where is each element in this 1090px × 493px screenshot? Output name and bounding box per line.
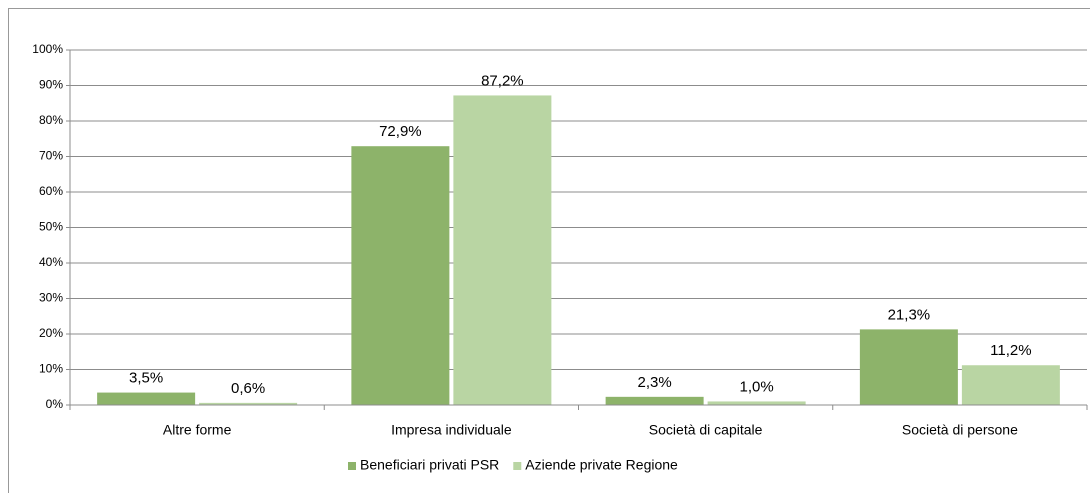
bar xyxy=(351,146,450,405)
bar xyxy=(859,329,958,405)
bar xyxy=(199,402,298,405)
y-tick-label: 20% xyxy=(39,326,63,340)
y-tick-label: 10% xyxy=(39,362,63,376)
legend-label: Beneficiari privati PSR xyxy=(360,457,499,473)
legend-swatch xyxy=(513,462,522,470)
bar xyxy=(605,396,704,405)
bar xyxy=(97,392,196,405)
bar xyxy=(961,365,1060,405)
value-label: 3,5% xyxy=(129,370,163,387)
value-label: 87,2% xyxy=(481,72,524,89)
value-label: 2,3% xyxy=(638,374,672,391)
value-label: 11,2% xyxy=(990,342,1031,359)
legend-label: Aziende private Regione xyxy=(525,457,678,473)
x-tick-label: Impresa individuale xyxy=(391,422,512,438)
y-tick-label: 40% xyxy=(39,255,63,269)
y-tick-label: 100% xyxy=(32,42,63,56)
value-label: 1,0% xyxy=(740,378,774,395)
x-tick-label: Società di capitale xyxy=(649,422,763,438)
value-label: 21,3% xyxy=(888,306,931,323)
bar xyxy=(707,401,806,405)
y-tick-label: 90% xyxy=(39,78,63,92)
y-tick-label: 70% xyxy=(39,149,63,163)
y-tick-label: 0% xyxy=(46,397,64,411)
legend-swatch xyxy=(348,462,356,470)
y-tick-label: 30% xyxy=(39,291,63,305)
bar xyxy=(453,95,552,405)
value-label: 72,9% xyxy=(379,123,422,140)
y-tick-label: 50% xyxy=(39,220,63,234)
y-tick-label: 80% xyxy=(39,113,63,127)
y-tick-label: 60% xyxy=(39,184,63,198)
x-tick-label: Società di persone xyxy=(902,422,1018,438)
value-label: 0,6% xyxy=(231,380,265,397)
chart-frame xyxy=(8,8,1090,493)
x-tick-label: Altre forme xyxy=(163,422,232,438)
